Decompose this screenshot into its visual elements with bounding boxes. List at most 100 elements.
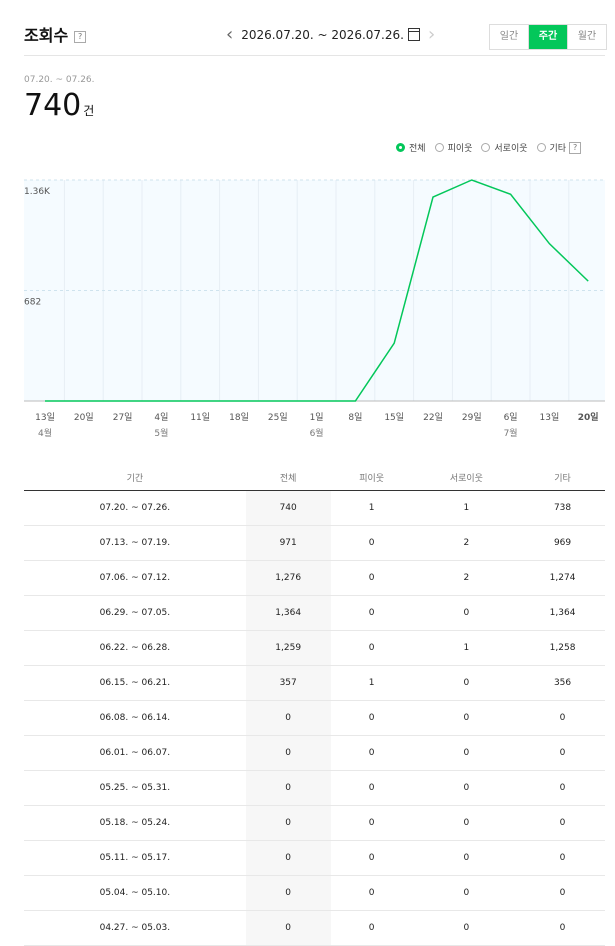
table-row: 07.13. ~ 07.19. 971 0 2 969 bbox=[24, 525, 605, 561]
table-cell: 1,258 bbox=[520, 630, 605, 666]
table-row: 05.11. ~ 05.17. 0 0 0 0 bbox=[24, 840, 605, 876]
legend-item-all[interactable]: 전체 bbox=[396, 141, 426, 154]
chevron-right-icon[interactable]: › bbox=[427, 24, 436, 45]
tab-daily[interactable]: 일간 bbox=[499, 31, 519, 42]
table-cell: 0 bbox=[330, 840, 413, 876]
table-cell: 0 bbox=[330, 910, 413, 946]
table-cell: 06.08. ~ 06.14. bbox=[24, 700, 246, 736]
tab-weekly[interactable]: 주간 bbox=[528, 25, 567, 49]
table-cell: 0 bbox=[520, 840, 605, 876]
table-cell: 05.25. ~ 05.31. bbox=[24, 770, 246, 806]
summary-unit: 건 bbox=[83, 104, 95, 118]
table-cell: 0 bbox=[520, 875, 605, 911]
table-row: 05.04. ~ 05.10. 0 0 0 0 bbox=[24, 875, 605, 911]
table-header: 기간 전체 피이웃 서로이웃 기타 bbox=[24, 465, 605, 491]
x-month-label: 4월 bbox=[38, 427, 52, 439]
table-cell: 0 bbox=[520, 805, 605, 841]
table-cell: 0 bbox=[412, 735, 521, 771]
table-cell: 357 bbox=[245, 665, 331, 701]
x-tick-label: 15일 bbox=[384, 412, 404, 423]
radio-icon bbox=[396, 143, 405, 152]
table-cell: 0 bbox=[412, 665, 521, 701]
table-cell: 1,274 bbox=[520, 560, 605, 596]
x-month-label: 6월 bbox=[310, 427, 324, 439]
legend-item-other[interactable]: 기타? bbox=[536, 141, 582, 154]
table-cell: 07.13. ~ 07.19. bbox=[24, 525, 246, 561]
table-cell: 356 bbox=[520, 665, 605, 701]
x-tick-label: 13일 bbox=[35, 412, 55, 423]
legend: 전체 피이웃 서로이웃 기타? bbox=[396, 141, 590, 154]
header: 조회수? ‹ 2026.07.20. ~ 2026.07.26. › 일간 주간… bbox=[0, 0, 615, 56]
table-cell: 0 bbox=[245, 805, 331, 841]
x-tick-label: 20일 bbox=[74, 412, 94, 423]
x-tick-label: 6일 bbox=[504, 412, 518, 423]
radio-icon bbox=[481, 143, 491, 152]
table-cell: 0 bbox=[412, 770, 521, 806]
table-cell: 0 bbox=[412, 910, 521, 946]
table-body: 07.20. ~ 07.26. 740 1 1 738 07.13. ~ 07.19. 97… bbox=[24, 490, 605, 946]
table-cell: 06.01. ~ 06.07. bbox=[24, 735, 246, 771]
help-icon[interactable]: ? bbox=[74, 31, 87, 43]
legend-item-neighbor[interactable]: 피이웃 bbox=[434, 141, 472, 154]
table-row: 05.18. ~ 05.24. 0 0 0 0 bbox=[24, 805, 605, 841]
table-cell: 05.18. ~ 05.24. bbox=[24, 805, 246, 841]
table-row: 06.22. ~ 06.28. 1,259 0 1 1,258 bbox=[24, 630, 605, 666]
x-tick-label: 22일 bbox=[423, 412, 443, 423]
table-cell: 0 bbox=[412, 875, 521, 911]
table-cell: 1 bbox=[412, 630, 521, 666]
tab-monthly[interactable]: 월간 bbox=[567, 25, 606, 49]
table-cell: 06.22. ~ 06.28. bbox=[24, 630, 246, 666]
table-cell: 1 bbox=[330, 490, 413, 526]
table-cell: 0 bbox=[330, 805, 413, 841]
table-cell: 0 bbox=[245, 770, 331, 806]
table-cell: 1,276 bbox=[245, 560, 331, 596]
table-cell: 05.11. ~ 05.17. bbox=[24, 840, 246, 876]
x-tick-label: 1일 bbox=[310, 412, 324, 423]
table-cell: 2 bbox=[412, 525, 521, 561]
summary-total: 740 건 bbox=[24, 88, 94, 123]
table-cell: 0 bbox=[520, 910, 605, 946]
column-header: 기타 bbox=[520, 465, 605, 491]
date-navigator: ‹ 2026.07.20. ~ 2026.07.26. › bbox=[226, 24, 435, 45]
table-cell: 0 bbox=[330, 770, 413, 806]
x-tick-label: 8일 bbox=[348, 412, 362, 423]
table-cell: 0 bbox=[520, 700, 605, 736]
y-tick-label: 682 bbox=[24, 298, 41, 308]
table-row: 06.01. ~ 06.07. 0 0 0 0 bbox=[24, 735, 605, 771]
table-row: 06.15. ~ 06.21. 357 1 0 356 bbox=[24, 665, 605, 701]
table-cell: 0 bbox=[412, 595, 521, 631]
table-row: 07.20. ~ 07.26. 740 1 1 738 bbox=[24, 490, 605, 526]
table-cell: 1 bbox=[330, 665, 413, 701]
table-cell: 0 bbox=[330, 875, 413, 911]
x-tick-label: 29일 bbox=[462, 412, 482, 423]
table-cell: 0 bbox=[245, 735, 331, 771]
table-cell: 06.29. ~ 07.05. bbox=[24, 595, 246, 631]
table-cell: 1 bbox=[412, 490, 521, 526]
table-cell: 0 bbox=[412, 840, 521, 876]
period-tabs: 일간 주간 월간 bbox=[489, 24, 607, 50]
table-cell: 2 bbox=[412, 560, 521, 596]
table-cell: 0 bbox=[245, 875, 331, 911]
chevron-left-icon[interactable]: ‹ bbox=[226, 24, 234, 45]
calendar-icon[interactable] bbox=[407, 28, 420, 41]
column-header: 기간 bbox=[24, 465, 246, 491]
table-row: 04.27. ~ 05.03. 0 0 0 0 bbox=[24, 910, 605, 946]
table-cell: 971 bbox=[245, 525, 331, 561]
x-tick-label: 25일 bbox=[268, 412, 288, 423]
table-cell: 0 bbox=[330, 595, 413, 631]
table-cell: 06.15. ~ 06.21. bbox=[24, 665, 246, 701]
table-cell: 738 bbox=[520, 490, 605, 526]
column-header: 서로이웃 bbox=[412, 465, 521, 491]
x-tick-label: 11일 bbox=[190, 412, 210, 423]
x-tick-label: 4일 bbox=[154, 412, 168, 423]
date-range-label: 2026.07.20. ~ 2026.07.26. bbox=[241, 27, 404, 42]
legend-item-mutual[interactable]: 서로이웃 bbox=[481, 141, 528, 154]
table-cell: 0 bbox=[520, 770, 605, 806]
table-row: 06.29. ~ 07.05. 1,364 0 0 1,364 bbox=[24, 595, 605, 631]
table-row: 06.08. ~ 06.14. 0 0 0 0 bbox=[24, 700, 605, 736]
table-cell: 0 bbox=[330, 560, 413, 596]
table-cell: 05.04. ~ 05.10. bbox=[24, 875, 246, 911]
column-header: 피이웃 bbox=[330, 465, 413, 491]
help-icon[interactable]: ? bbox=[569, 141, 582, 154]
x-month-label: 7월 bbox=[504, 427, 518, 439]
